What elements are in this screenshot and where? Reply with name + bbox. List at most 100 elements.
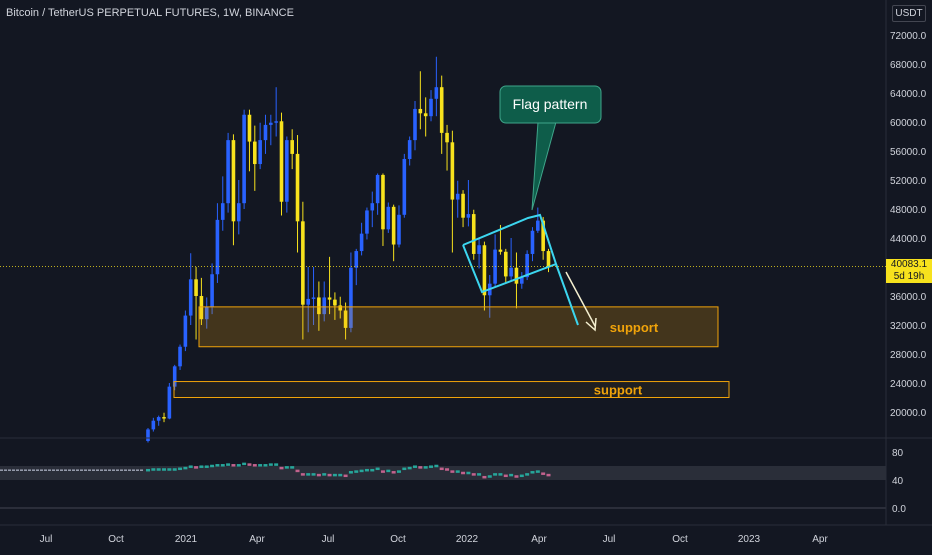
price-tick-label: 32000.0 xyxy=(890,321,927,332)
flag-channel-lines xyxy=(462,213,558,294)
candle xyxy=(536,220,540,231)
candle xyxy=(274,121,278,123)
candle xyxy=(498,249,503,252)
candle xyxy=(445,132,449,143)
price-tick-label: 36000.0 xyxy=(890,292,927,303)
candle xyxy=(322,297,327,315)
candle xyxy=(183,315,188,347)
chart-title: Bitcoin / TetherUS PERPETUAL FUTURES, 1W… xyxy=(6,7,294,19)
price-tick-label: 60000.0 xyxy=(890,118,927,129)
candle xyxy=(247,114,252,142)
candle xyxy=(471,214,476,254)
price-tick-label: 28000.0 xyxy=(890,350,927,361)
flag-breakdown-line xyxy=(555,263,579,326)
time-tick-label: Jul xyxy=(603,534,616,545)
candle xyxy=(503,251,508,277)
candle xyxy=(525,253,529,278)
candle xyxy=(301,221,305,305)
support-zone xyxy=(173,381,730,398)
candle xyxy=(397,214,401,245)
candle xyxy=(295,153,300,222)
candle xyxy=(343,310,348,328)
candle xyxy=(370,203,375,211)
candle xyxy=(407,140,412,159)
last-price-tag: 40083.1 xyxy=(886,259,932,271)
candle xyxy=(354,251,359,268)
candle xyxy=(386,206,391,230)
time-tick-label: 2023 xyxy=(738,534,761,545)
support-zones: support support xyxy=(173,306,730,398)
candle xyxy=(349,267,353,328)
candle xyxy=(402,158,407,215)
candle xyxy=(365,210,369,234)
candle xyxy=(333,299,337,306)
candle xyxy=(413,108,417,141)
candle xyxy=(253,141,257,165)
price-series xyxy=(146,56,551,443)
candle xyxy=(450,142,455,200)
candle xyxy=(269,122,273,125)
candle xyxy=(359,233,364,252)
candle xyxy=(151,420,156,430)
flag-channel: Flag pattern xyxy=(462,85,602,332)
time-tick-label: Apr xyxy=(812,534,828,545)
price-tick-label: 52000.0 xyxy=(890,176,927,187)
candle xyxy=(146,429,150,441)
candle xyxy=(236,203,241,222)
candle xyxy=(429,98,433,117)
candle xyxy=(466,214,471,218)
candle xyxy=(381,174,385,230)
time-tick-label: 2022 xyxy=(456,534,479,545)
candle xyxy=(199,296,204,320)
candle xyxy=(455,193,460,200)
time-tick-label: Jul xyxy=(322,534,335,545)
bar-countdown-tag: 5d 19h xyxy=(886,271,932,283)
price-tick-label: 64000.0 xyxy=(890,89,927,100)
projection-arrowhead xyxy=(585,317,597,332)
candle xyxy=(285,140,289,202)
candle xyxy=(317,297,321,315)
candle xyxy=(204,306,209,320)
candle xyxy=(210,274,214,307)
candle xyxy=(178,346,182,367)
flag-pattern-label: Flag pattern xyxy=(513,96,588,112)
candle xyxy=(311,297,316,299)
time-tick-label: Oct xyxy=(390,534,406,545)
price-tick-label: 68000.0 xyxy=(890,60,927,71)
price-tick-label: 48000.0 xyxy=(890,205,927,216)
oscillator-tick-label: 0.0 xyxy=(892,504,906,515)
candle xyxy=(215,219,220,275)
candle xyxy=(423,113,428,117)
candle xyxy=(194,279,198,296)
candle xyxy=(546,251,551,267)
candle xyxy=(156,417,161,421)
candle xyxy=(172,366,177,387)
candle xyxy=(434,87,439,99)
candle xyxy=(188,279,193,316)
candle xyxy=(439,87,444,133)
candle xyxy=(418,108,423,114)
time-tick-label: Jul xyxy=(40,534,53,545)
candle xyxy=(162,417,166,419)
time-tick-label: 2021 xyxy=(175,534,198,545)
support-label: support xyxy=(610,320,659,335)
candle xyxy=(520,277,524,284)
oscillator-tick-label: 80 xyxy=(892,448,904,459)
time-tick-label: Oct xyxy=(108,534,124,545)
callout-pointer xyxy=(531,121,557,211)
candle xyxy=(514,267,519,284)
candle xyxy=(226,140,230,204)
candle xyxy=(391,206,396,245)
candle xyxy=(477,245,481,254)
price-tick-label: 56000.0 xyxy=(890,147,927,158)
price-tick-label: 24000.0 xyxy=(890,379,927,390)
candle xyxy=(220,203,225,220)
candle xyxy=(541,220,545,252)
candle xyxy=(263,124,268,141)
currency-badge[interactable]: USDT xyxy=(892,5,926,22)
candle xyxy=(338,305,343,311)
candle xyxy=(290,140,294,154)
